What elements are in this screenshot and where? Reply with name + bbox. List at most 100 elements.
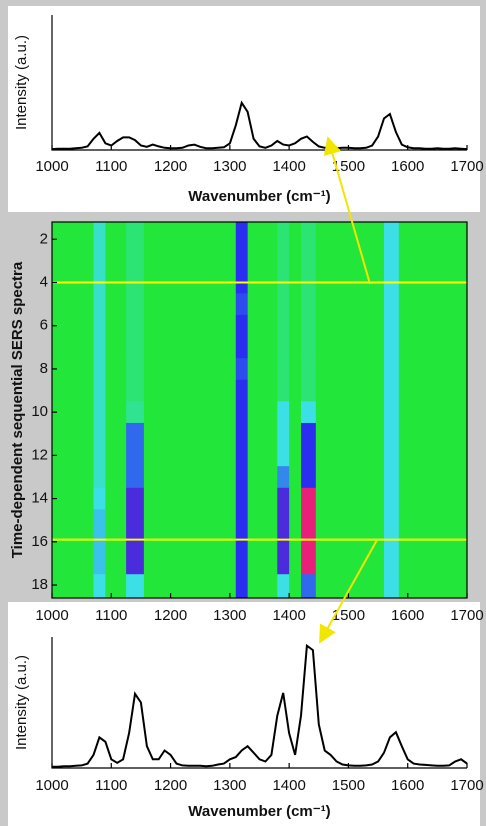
heatmap-cell xyxy=(126,315,144,337)
heatmap-cell xyxy=(301,488,316,510)
heatmap-cell xyxy=(384,380,399,402)
heatmap-cell xyxy=(399,337,468,359)
heatmap-cell xyxy=(144,293,236,315)
y-tick-label: 14 xyxy=(31,490,48,507)
heatmap-cell xyxy=(384,466,399,488)
heatmap-cell xyxy=(248,315,278,337)
heatmap-cell xyxy=(144,358,236,380)
heatmap-cell xyxy=(277,531,289,553)
heatmap-cell xyxy=(126,466,144,488)
heatmap-cell xyxy=(236,250,248,272)
heatmap-cell xyxy=(105,574,126,596)
y-tick-label: 12 xyxy=(31,446,48,463)
heatmap-cell xyxy=(105,531,126,553)
x-tick-label: 1700 xyxy=(450,777,483,794)
heatmap-cell xyxy=(248,380,278,402)
heatmap-cell xyxy=(52,553,94,575)
heatmap-cell xyxy=(52,466,94,488)
x-tick-label: 1700 xyxy=(450,607,483,624)
heatmap-cell xyxy=(144,401,236,423)
x-tick-label: 1200 xyxy=(154,607,187,624)
x-tick-label: 1200 xyxy=(154,777,187,794)
y-axis-title: Time-dependent sequential SERS spectra xyxy=(9,261,26,558)
y-tick-label: 10 xyxy=(31,403,48,420)
heatmap-cell xyxy=(126,337,144,359)
heatmap-cell xyxy=(248,250,278,272)
heatmap-cell xyxy=(144,509,236,531)
heatmap-cell xyxy=(144,445,236,467)
heatmap-cell xyxy=(236,380,248,402)
heatmap-cell xyxy=(126,358,144,380)
heatmap-cell xyxy=(52,250,94,272)
y-tick-label: 2 xyxy=(40,230,48,247)
x-tick-label: 1300 xyxy=(213,777,246,794)
heatmap-cells xyxy=(52,207,467,618)
heatmap-cell xyxy=(105,445,126,467)
heatmap-cell xyxy=(105,466,126,488)
heatmap-cell xyxy=(384,337,399,359)
x-tick-label: 1600 xyxy=(391,158,424,175)
x-tick-label: 1000 xyxy=(35,607,68,624)
heatmap-cell xyxy=(277,574,289,596)
heatmap-cell xyxy=(126,293,144,315)
heatmap-cell xyxy=(316,380,385,402)
heatmap-cell xyxy=(236,401,248,423)
heatmap-cell xyxy=(301,228,316,250)
x-tick-label: 1100 xyxy=(95,777,127,794)
heatmap-cell xyxy=(236,423,248,445)
heatmap-cell xyxy=(105,228,126,250)
heatmap-cell xyxy=(105,337,126,359)
heatmap-cell xyxy=(94,531,106,553)
heatmap-cell xyxy=(126,509,144,531)
heatmap-cell xyxy=(105,358,126,380)
heatmap-cell xyxy=(399,531,468,553)
heatmap-cell xyxy=(126,445,144,467)
heatmap-cell xyxy=(316,553,385,575)
heatmap-cell xyxy=(52,531,94,553)
y-tick-label: 8 xyxy=(40,360,48,377)
heatmap-cell xyxy=(248,553,278,575)
heatmap-cell xyxy=(301,358,316,380)
heatmap-cell xyxy=(144,488,236,510)
heatmap-cell xyxy=(289,553,301,575)
heatmap-cell xyxy=(126,423,144,445)
heatmap-cell xyxy=(316,315,385,337)
heatmap-cell xyxy=(105,293,126,315)
heatmap-cell xyxy=(384,553,399,575)
heatmap-cell xyxy=(248,509,278,531)
heatmap-cell xyxy=(94,380,106,402)
x-tick-label: 1000 xyxy=(35,777,68,794)
x-tick-label: 1300 xyxy=(213,158,246,175)
heatmap-cell xyxy=(94,423,106,445)
heatmap-cell xyxy=(248,358,278,380)
heatmap-cell xyxy=(126,380,144,402)
x-tick-label: 1500 xyxy=(332,777,365,794)
heatmap-cell xyxy=(399,466,468,488)
heatmap-cell xyxy=(144,466,236,488)
heatmap-cell xyxy=(144,228,236,250)
heatmap-cell xyxy=(289,337,301,359)
heatmap-cell xyxy=(384,509,399,531)
heatmap-cell xyxy=(94,315,106,337)
heatmap-cell xyxy=(126,553,144,575)
heatmap-cell xyxy=(94,574,106,596)
heatmap-cell xyxy=(316,358,385,380)
heatmap-cell xyxy=(316,445,385,467)
heatmap-cell xyxy=(144,380,236,402)
heatmap-cell xyxy=(316,401,385,423)
heatmap-cell xyxy=(316,250,385,272)
x-tick-label: 1400 xyxy=(272,777,305,794)
heatmap-cell xyxy=(52,228,94,250)
heatmap-cell xyxy=(52,423,94,445)
heatmap-cell xyxy=(52,488,94,510)
heatmap-cell xyxy=(236,574,248,596)
heatmap-cell xyxy=(301,250,316,272)
heatmap-cell xyxy=(301,509,316,531)
heatmap-cell xyxy=(94,553,106,575)
heatmap-cell xyxy=(399,250,468,272)
heatmap-cell xyxy=(105,553,126,575)
heatmap-cell xyxy=(236,466,248,488)
x-axis-title: Wavenumber (cm⁻¹) xyxy=(188,803,330,820)
